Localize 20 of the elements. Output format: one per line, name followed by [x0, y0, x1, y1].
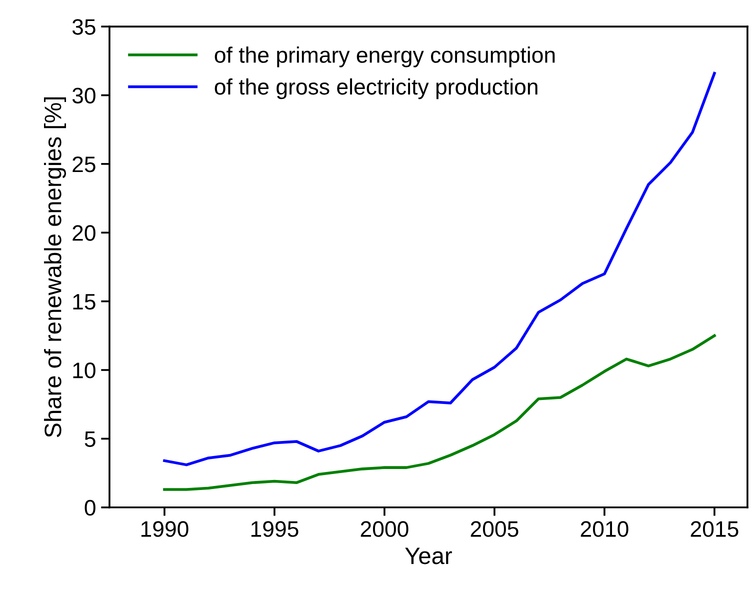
- y-tick-label: 15: [73, 294, 96, 310]
- y-tick-label: 5: [84, 431, 96, 447]
- legend-label: of the gross electricity production: [214, 78, 538, 100]
- x-tick-label: 2000: [360, 521, 408, 537]
- line-series: [163, 72, 716, 466]
- x-tick-label: 1995: [251, 521, 298, 537]
- y-tick-label: 10: [73, 362, 96, 378]
- x-tick-label: 1990: [141, 521, 188, 537]
- x-tick-label: 2010: [580, 521, 628, 537]
- x-axis-title: Year: [405, 548, 452, 564]
- y-tick-label: 35: [72, 19, 96, 35]
- x-tick-label: 2015: [690, 521, 738, 537]
- y-tick-label: 25: [72, 156, 96, 172]
- x-tick-label: 2005: [470, 521, 518, 537]
- y-tick-label: 20: [72, 225, 96, 241]
- y-tick-label: 30: [72, 88, 96, 104]
- legend-label: of the primary energy consumption: [214, 46, 555, 68]
- y-tick-label: 0: [84, 500, 96, 516]
- y-axis-title: Share of renewable energies [%]: [44, 97, 66, 438]
- line-series: [163, 334, 716, 491]
